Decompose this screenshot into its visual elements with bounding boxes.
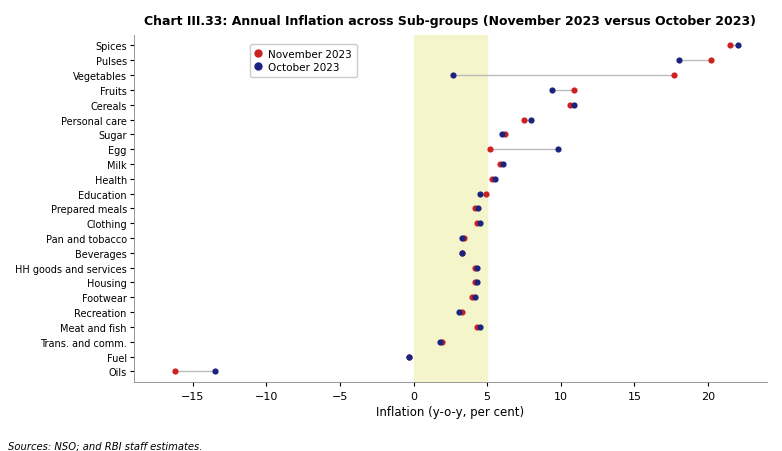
Point bbox=[494, 161, 507, 168]
Point bbox=[436, 338, 448, 345]
Point bbox=[568, 102, 580, 109]
Point bbox=[546, 87, 558, 94]
Point bbox=[469, 205, 482, 212]
Point bbox=[472, 205, 485, 212]
Point bbox=[469, 264, 482, 272]
Point bbox=[403, 353, 415, 360]
Point bbox=[551, 146, 564, 153]
Point bbox=[486, 176, 498, 183]
Point bbox=[469, 294, 482, 301]
Point bbox=[518, 117, 530, 124]
Point bbox=[453, 309, 465, 316]
Point bbox=[731, 43, 744, 50]
Point bbox=[673, 58, 685, 65]
Point bbox=[474, 191, 486, 198]
Point bbox=[474, 220, 486, 227]
Point bbox=[466, 294, 479, 301]
Point bbox=[456, 250, 468, 257]
Point bbox=[479, 191, 492, 198]
Point bbox=[563, 102, 576, 109]
Point bbox=[471, 220, 483, 227]
Text: Sources: NSO; and RBI staff estimates.: Sources: NSO; and RBI staff estimates. bbox=[8, 441, 203, 451]
Point bbox=[169, 368, 181, 375]
Point bbox=[471, 323, 483, 331]
Point bbox=[403, 353, 415, 360]
Point bbox=[469, 279, 482, 286]
Title: Chart III.33: Annual Inflation across Sub-groups (November 2023 versus October 2: Chart III.33: Annual Inflation across Su… bbox=[145, 15, 756, 28]
Point bbox=[668, 72, 680, 79]
Legend: November 2023, October 2023: November 2023, October 2023 bbox=[249, 45, 357, 78]
Point bbox=[705, 58, 717, 65]
Point bbox=[434, 338, 447, 345]
Point bbox=[209, 368, 221, 375]
Point bbox=[499, 131, 511, 138]
Point bbox=[724, 43, 737, 50]
Point bbox=[457, 235, 470, 242]
Point bbox=[497, 161, 510, 168]
Point bbox=[488, 176, 500, 183]
Point bbox=[456, 250, 468, 257]
Point bbox=[447, 72, 460, 79]
Bar bbox=[414, 36, 487, 382]
Point bbox=[525, 117, 537, 124]
Point bbox=[471, 279, 483, 286]
Point bbox=[484, 146, 497, 153]
Point bbox=[471, 264, 483, 272]
Point bbox=[456, 235, 468, 242]
Point bbox=[568, 87, 580, 94]
Point bbox=[456, 309, 468, 316]
Point bbox=[474, 323, 486, 331]
Point bbox=[496, 131, 508, 138]
X-axis label: Inflation (y-o-y, per cent): Inflation (y-o-y, per cent) bbox=[376, 405, 525, 418]
